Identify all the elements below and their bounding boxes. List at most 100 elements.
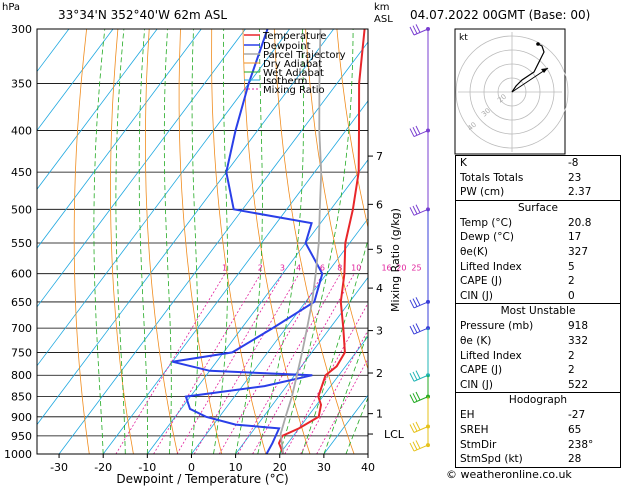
unstable-row: CAPE (J) 2 — [460, 364, 575, 377]
dry-adiabat-line — [211, 29, 267, 454]
pressure-label-450: 450 — [11, 166, 32, 179]
wind-barb-feather — [415, 125, 421, 135]
legend: Temperature Dewpoint Parcel Trajectory D… — [244, 31, 346, 96]
pressure-label-650: 650 — [11, 296, 32, 309]
hodograph-row: StmDir 238° — [460, 438, 594, 451]
asl-label: ASL — [374, 14, 393, 25]
km-label: 3 — [376, 325, 383, 338]
hodograph-row: SREH 65 — [460, 423, 582, 436]
wind-barbs — [409, 24, 430, 452]
wind-barb-feather — [409, 394, 415, 403]
wind-barb-staff — [413, 444, 429, 452]
km-label: 5 — [376, 243, 383, 256]
wind-barb-feather — [412, 371, 418, 381]
x-tick-label: 30 — [317, 461, 331, 474]
wind-barb-feather — [409, 128, 415, 137]
wind-barb-feather — [409, 26, 415, 36]
wind-barb-feather — [415, 297, 421, 306]
hodograph-storm-vector — [511, 67, 549, 93]
sounding-curves — [172, 29, 366, 454]
isotherm-line — [37, 29, 202, 249]
pressure-label-350: 350 — [11, 77, 32, 90]
pressure-label-850: 850 — [11, 391, 32, 404]
wind-barb-feather — [412, 25, 418, 34]
wind-barb-feather — [412, 441, 418, 450]
wind-barb-feather — [409, 373, 415, 382]
legend-temperature: Temperature — [262, 31, 326, 42]
plot-frame — [36, 28, 369, 455]
mixing-ratio-line-16 — [284, 302, 368, 454]
wet-adiabat-line — [279, 29, 354, 454]
wind-barb-feather — [415, 391, 421, 401]
isotherm-line — [235, 276, 368, 454]
pressure-label-550: 550 — [11, 237, 32, 250]
mixing-ratio-label: 8 — [337, 264, 342, 273]
isotherm-line — [37, 29, 290, 367]
x-tick-label: -30 — [50, 461, 68, 474]
wind-barb-staff — [413, 130, 429, 138]
dry-adiabat-line — [144, 29, 178, 454]
footer-credit: © weatheronline.co.uk — [446, 468, 572, 481]
wind-barb-staff — [413, 374, 429, 382]
hodograph-kt-label: kt — [459, 33, 468, 43]
wind-barb-feather — [412, 127, 418, 136]
unstable-row: Pressure (mb) 918 — [460, 320, 589, 333]
pressure-label-400: 400 — [11, 125, 32, 138]
mixing-ratio-label: 3 — [280, 264, 285, 273]
surface-row: CAPE (J) 2 — [460, 275, 575, 288]
series-parcel-trajectory — [279, 29, 323, 454]
wind-barb-staff — [413, 396, 429, 404]
wind-barb-feather — [412, 298, 418, 307]
series-dewpoint — [172, 29, 324, 454]
isotherm-line — [279, 335, 368, 454]
mixing-ratio-label: 16 — [381, 264, 391, 273]
hodograph-table-section: Hodograph EH -27 SREH 65 StmDir 238° StmSpd… — [455, 392, 621, 468]
legend-dry-adiabat: Dry Adiabat — [263, 59, 322, 70]
mixing-ratio-line-25 — [316, 357, 368, 454]
pressure-label-300: 300 — [11, 23, 32, 36]
wind-barb-staff — [413, 28, 429, 36]
x-tick-label: -10 — [138, 461, 156, 474]
km-label: km — [374, 2, 390, 13]
series-temperature — [277, 29, 366, 454]
mixing-ratio-line-8 — [237, 273, 341, 454]
mixing-ratio-label: 10 — [351, 264, 361, 273]
surface-row: Lifted Index 5 — [460, 260, 575, 273]
index-pw: PW (cm) 2.37 — [460, 186, 592, 199]
mixing-ratio-label: 20 — [396, 264, 406, 273]
wind-barb-staff — [413, 301, 429, 309]
hodograph-ring-label-20: 20 — [496, 93, 508, 105]
wind-barb-feather — [415, 204, 421, 213]
wind-barb-staff — [413, 208, 429, 216]
surface-section: Surface Temp (°C) 20.8 Dewp (°C) 17 θe(K) 3… — [455, 199, 621, 305]
mixing-ratio-line-20 — [300, 329, 368, 454]
legend-isotherm: Isotherm — [263, 76, 307, 87]
unstable-row: θe (K) 332 — [460, 334, 589, 347]
wet-adiabat-line — [93, 29, 106, 454]
isotherm-line — [37, 29, 158, 190]
wind-barb-feather — [409, 207, 415, 216]
surface-row: Dewp (°C) 17 — [460, 231, 582, 244]
legend-mixing-ratio: Mixing Ratio — [263, 85, 325, 96]
wet-adiabat-line — [163, 29, 172, 454]
wet-adiabat-line — [191, 29, 199, 454]
index-totals: Totals Totals 23 — [460, 171, 582, 184]
mixing-ratio-label: 4 — [296, 264, 301, 273]
wind-barb-feather — [412, 422, 418, 432]
wet-adiabat-line — [138, 29, 148, 454]
hodograph-ring-label-40: 40 — [466, 121, 478, 133]
wind-barb-feather — [415, 24, 421, 33]
dry-adiabat-line — [305, 29, 368, 371]
hodograph-ring-label-30: 30 — [480, 107, 492, 119]
x-tick-label: 20 — [273, 461, 287, 474]
hodograph-row: EH -27 — [460, 409, 586, 422]
surface-row: θe(K) 327 — [460, 245, 589, 258]
km-label: 2 — [376, 367, 383, 380]
wind-barb-feather — [409, 299, 415, 309]
mixing-ratio-line-2 — [153, 273, 262, 454]
x-axis-label: Dewpoint / Temperature (°C) — [116, 472, 288, 486]
x-tick-label: -20 — [94, 461, 112, 474]
hodograph-table-title: Hodograph — [508, 394, 568, 407]
dry-adiabat-line — [336, 29, 368, 230]
hodograph-trace-end — [536, 42, 540, 46]
